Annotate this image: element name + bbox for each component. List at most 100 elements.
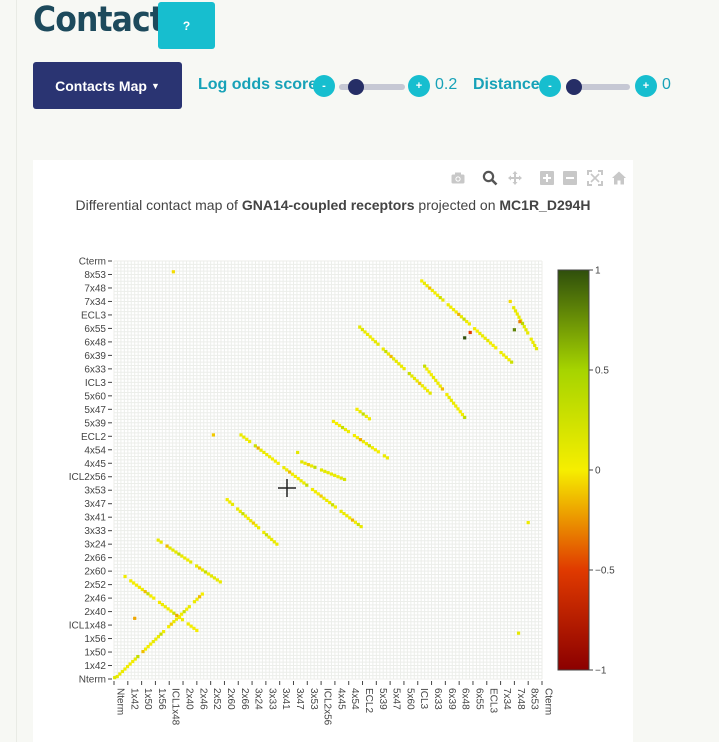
heatmap-cell: [159, 632, 163, 636]
heatmap-cell: [123, 667, 127, 671]
heatmap-cell: [456, 407, 460, 411]
heatmap-cell: [156, 538, 160, 542]
distance-slider-handle[interactable]: [566, 79, 582, 95]
contacts-map-dropdown[interactable]: Contacts Map ▼: [33, 62, 182, 109]
heatmap-cell: [264, 533, 269, 537]
heatmap-cell: [174, 550, 178, 554]
x-tick-label: 7x48: [515, 688, 526, 710]
heatmap-cell: [285, 468, 289, 472]
caret-down-icon: ▼: [150, 80, 160, 91]
heatmap-cell: [402, 367, 406, 371]
heatmap-cell: [367, 444, 372, 448]
heatmap-cell: [282, 466, 286, 470]
heatmap-cell: [430, 288, 434, 293]
heatmap-cell: [115, 674, 119, 679]
heatmap-cell: [329, 472, 333, 476]
heatmap-cell: [336, 475, 340, 479]
heatmap-cell: [152, 596, 156, 600]
x-tick-label: 2x52: [211, 688, 222, 710]
heatmap-cell: [265, 452, 269, 457]
contacts-map-dropdown-label: Contacts Map: [55, 77, 147, 94]
heatmap-cell: [319, 494, 323, 498]
log-odds-plus-button[interactable]: +: [408, 75, 430, 97]
heatmap-cell: [296, 477, 300, 481]
heatmap-cell: [346, 429, 351, 434]
log-odds-slider-track[interactable]: [339, 84, 405, 90]
heatmap-cell: [215, 578, 219, 582]
x-tick-label: 2x66: [239, 688, 250, 710]
x-tick-label: ICL2x56: [322, 688, 333, 726]
log-odds-minus-button[interactable]: -: [313, 75, 335, 97]
heatmap-cell: [513, 309, 518, 313]
heatmap-cell: [272, 540, 276, 544]
heatmap-cell: [305, 483, 309, 487]
distance-plus-button[interactable]: +: [635, 75, 657, 97]
heatmap-highlight-cell: [211, 433, 216, 437]
help-button[interactable]: ?: [158, 2, 215, 49]
heatmap-cell: [270, 537, 274, 542]
heatmap-cell: [141, 649, 145, 654]
heatmap-cell: [143, 590, 147, 594]
heatmap-cell: [242, 435, 246, 439]
heatmap-cell: [425, 284, 429, 288]
camera-icon[interactable]: [450, 170, 466, 186]
heatmap-cell: [381, 347, 385, 351]
heatmap-cell: [156, 635, 161, 639]
heatmap-cell: [373, 448, 378, 452]
heatmap-cell: [339, 476, 343, 480]
heatmap-cell: [137, 585, 142, 589]
heatmap-cell: [209, 574, 214, 578]
autoscale-icon[interactable]: [587, 170, 603, 186]
log-odds-slider-handle[interactable]: [348, 79, 364, 95]
chart-title-prefix: Differential contact map of: [75, 197, 242, 213]
heatmap-cell: [367, 417, 372, 421]
heatmap-cell: [382, 454, 386, 458]
heatmap-cell: [319, 468, 324, 472]
page-title: Contacts: [33, 0, 183, 40]
y-tick-label: ECL3: [81, 310, 106, 321]
y-tick-label: 3x47: [84, 499, 106, 510]
heatmap-cell: [166, 607, 170, 611]
heatmap-cell: [323, 469, 327, 473]
heatmap-cell: [507, 358, 511, 362]
zoom-in-icon[interactable]: [539, 170, 555, 186]
x-tick-label: 5x39: [377, 688, 388, 710]
heatmap-cell: [462, 317, 466, 321]
y-tick-label: 6x39: [84, 351, 106, 362]
pan-icon[interactable]: [507, 170, 523, 186]
x-tick-label: 3x47: [294, 688, 305, 710]
x-tick-label: 5x60: [404, 688, 415, 710]
zoom-out-icon[interactable]: [562, 170, 578, 186]
heatmap-cell: [459, 315, 464, 319]
x-tick-label: 2x46: [197, 688, 208, 710]
heatmap-cell: [132, 581, 136, 585]
heatmap-cell: [385, 456, 389, 460]
heatmap-cell: [236, 507, 240, 511]
heatmap-cell: [200, 568, 205, 572]
heatmap-cell: [508, 299, 512, 304]
y-tick-label: ICL1x48: [69, 621, 107, 632]
y-tick-label: ICL2x56: [69, 472, 107, 483]
heatmap-cell: [371, 337, 375, 341]
y-tick-label: 2x66: [84, 553, 106, 564]
heatmap-cell: [360, 327, 364, 332]
heatmap-cell: [339, 509, 343, 513]
heatmap-cell: [331, 419, 336, 424]
heatmap-cell: [134, 583, 139, 587]
zoom-icon[interactable]: [482, 170, 498, 186]
home-icon[interactable]: [611, 170, 627, 186]
heatmap-cell: [293, 474, 297, 479]
heatmap-cell: [348, 516, 352, 520]
y-tick-label: 3x33: [84, 526, 106, 537]
page-left-rule: [16, 0, 17, 742]
distance-minus-button[interactable]: -: [539, 75, 561, 97]
heatmap-cell: [243, 514, 248, 518]
distance-slider-track[interactable]: [566, 84, 630, 90]
x-tick-label: 5x47: [391, 688, 402, 710]
y-tick-label: Cterm: [79, 257, 106, 268]
heatmap-cell: [399, 364, 404, 368]
heatmap-cell: [368, 335, 372, 339]
heatmap-cell: [149, 642, 153, 646]
heatmap-cell: [512, 306, 516, 310]
